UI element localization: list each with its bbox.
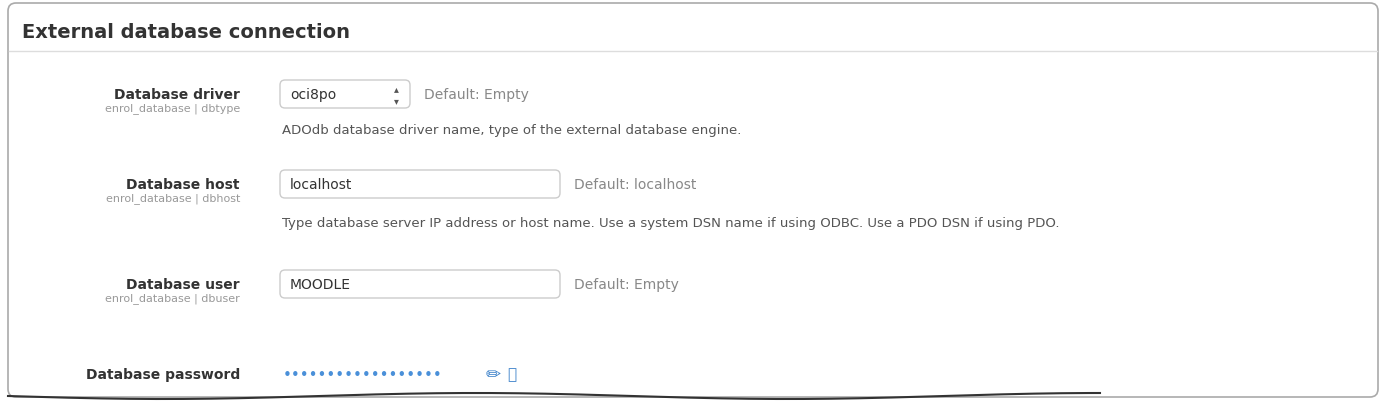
Text: oci8po: oci8po — [290, 88, 337, 102]
FancyBboxPatch shape — [8, 4, 1378, 397]
Text: Default: Empty: Default: Empty — [574, 277, 679, 291]
Text: localhost: localhost — [290, 177, 352, 192]
Text: Database password: Database password — [86, 367, 240, 381]
Text: Database host: Database host — [126, 177, 240, 192]
FancyBboxPatch shape — [280, 171, 560, 198]
Text: ▴
▾: ▴ ▾ — [394, 84, 398, 106]
Text: enrol_database | dbtype: enrol_database | dbtype — [105, 103, 240, 114]
Text: ✏: ✏ — [485, 365, 500, 383]
Text: Default: Empty: Default: Empty — [424, 88, 529, 102]
Text: MOODLE: MOODLE — [290, 277, 351, 291]
Text: ADOdb database driver name, type of the external database engine.: ADOdb database driver name, type of the … — [281, 123, 742, 136]
FancyBboxPatch shape — [280, 81, 410, 109]
Text: Type database server IP address or host name. Use a system DSN name if using ODB: Type database server IP address or host … — [281, 216, 1059, 229]
FancyBboxPatch shape — [280, 270, 560, 298]
Text: ••••••••••••••••••: •••••••••••••••••• — [283, 367, 442, 382]
Text: Default: localhost: Default: localhost — [574, 177, 696, 192]
Text: enrol_database | dbhost: enrol_database | dbhost — [105, 193, 240, 204]
Text: External database connection: External database connection — [22, 22, 351, 41]
Text: 🔗: 🔗 — [507, 367, 516, 382]
Text: enrol_database | dbuser: enrol_database | dbuser — [105, 293, 240, 304]
Text: Database driver: Database driver — [114, 88, 240, 102]
Text: Database user: Database user — [126, 277, 240, 291]
